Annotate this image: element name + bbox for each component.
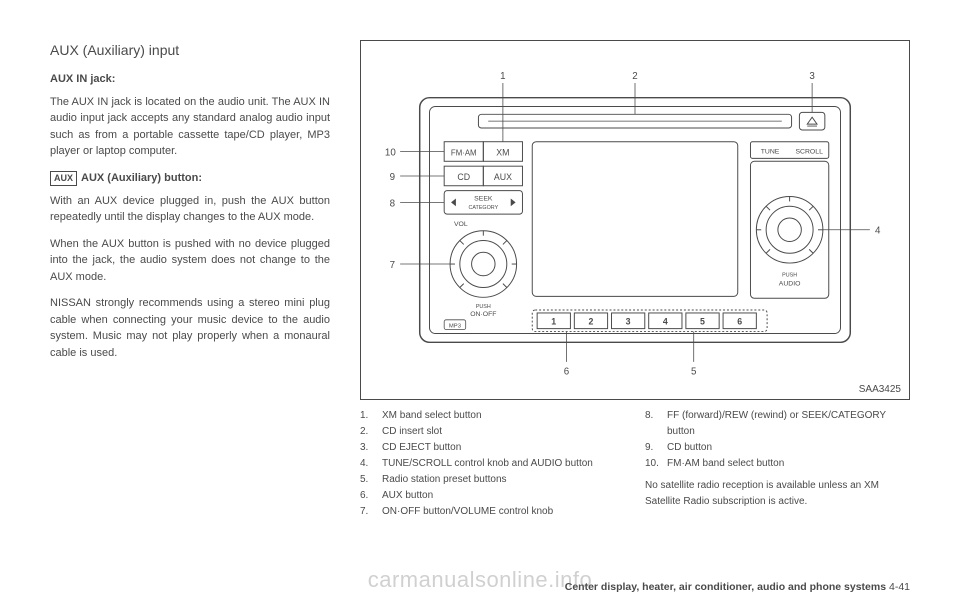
svg-text:6: 6 — [564, 367, 569, 378]
left-column: AUX (Auxiliary) input AUX IN jack: The A… — [50, 40, 330, 520]
svg-text:1: 1 — [551, 317, 556, 327]
svg-text:4: 4 — [875, 226, 881, 237]
svg-text:VOL: VOL — [454, 221, 468, 228]
svg-text:2: 2 — [632, 71, 637, 82]
legend-item: 5.Radio station preset buttons — [360, 472, 625, 488]
svg-text:FM·AM: FM·AM — [451, 148, 477, 157]
svg-text:CD: CD — [457, 172, 470, 182]
svg-text:4: 4 — [663, 317, 668, 327]
footer-page: 4-41 — [889, 581, 910, 593]
svg-text:AUX: AUX — [494, 172, 512, 182]
legend-item: 8.FF (forward)/REW (rewind) or SEEK/CATE… — [645, 408, 910, 440]
legend-item: 9.CD button — [645, 440, 910, 456]
subhead-aux-jack: AUX IN jack: — [50, 71, 330, 88]
svg-text:9: 9 — [390, 172, 395, 183]
svg-text:5: 5 — [700, 317, 705, 327]
watermark: carmanualsonline.info — [368, 567, 593, 593]
legend-note: No satellite radio reception is availabl… — [645, 478, 910, 510]
svg-text:2: 2 — [589, 317, 594, 327]
svg-text:SEEK: SEEK — [474, 195, 493, 202]
svg-text:MP3: MP3 — [449, 324, 461, 330]
legend-item: 7.ON·OFF button/VOLUME control knob — [360, 504, 625, 520]
right-column: FM·AM XM CD AUX SEEK CATEGORY VOL — [360, 40, 910, 520]
svg-text:3: 3 — [809, 71, 814, 82]
svg-text:TUNE: TUNE — [761, 148, 780, 155]
page-content: AUX (Auxiliary) input AUX IN jack: The A… — [50, 40, 910, 520]
svg-text:ON·OFF: ON·OFF — [470, 311, 496, 318]
legend-item: 1.XM band select button — [360, 408, 625, 424]
subhead-aux-button: AUX AUX (Auxiliary) button: — [50, 170, 202, 187]
svg-text:PUSH: PUSH — [476, 304, 491, 310]
para-aux-recommend: NISSAN strongly recommends using a stere… — [50, 295, 330, 361]
svg-text:5: 5 — [691, 367, 697, 378]
svg-text:3: 3 — [626, 317, 631, 327]
legend-item: 3.CD EJECT button — [360, 440, 625, 456]
svg-text:8: 8 — [390, 198, 395, 209]
svg-text:6: 6 — [737, 317, 742, 327]
svg-text:1: 1 — [500, 71, 505, 82]
svg-text:AUDIO: AUDIO — [779, 281, 801, 288]
svg-text:SCROLL: SCROLL — [795, 148, 823, 155]
legend-item: 6.AUX button — [360, 488, 625, 504]
legend-item: 4.TUNE/SCROLL control knob and AUDIO but… — [360, 456, 625, 472]
svg-text:7: 7 — [390, 260, 395, 271]
para-aux-jack: The AUX IN jack is located on the audio … — [50, 94, 330, 160]
legend-item: 10.FM·AM band select button — [645, 456, 910, 472]
svg-text:10: 10 — [385, 147, 396, 158]
footer-text: Center display, heater, air conditioner,… — [565, 581, 886, 593]
figure-audio-unit: FM·AM XM CD AUX SEEK CATEGORY VOL — [360, 40, 910, 400]
audio-unit-diagram: FM·AM XM CD AUX SEEK CATEGORY VOL — [361, 41, 909, 399]
figure-legend: 1.XM band select button2.CD insert slot3… — [360, 408, 910, 520]
legend-item: 2.CD insert slot — [360, 424, 625, 440]
subhead-aux-button-text: AUX (Auxiliary) button: — [81, 170, 202, 187]
para-aux-push: With an AUX device plugged in, push the … — [50, 193, 330, 226]
aux-icon: AUX — [50, 171, 77, 187]
figure-id: SAA3425 — [859, 384, 901, 395]
svg-text:CATEGORY: CATEGORY — [468, 205, 498, 211]
legend-right: 8.FF (forward)/REW (rewind) or SEEK/CATE… — [645, 408, 910, 520]
svg-text:XM: XM — [496, 147, 509, 157]
legend-left: 1.XM band select button2.CD insert slot3… — [360, 408, 625, 520]
section-title: AUX (Auxiliary) input — [50, 40, 330, 61]
para-aux-nodevice: When the AUX button is pushed with no de… — [50, 236, 330, 286]
page-footer: Center display, heater, air conditioner,… — [565, 581, 910, 593]
svg-text:PUSH: PUSH — [782, 273, 797, 279]
